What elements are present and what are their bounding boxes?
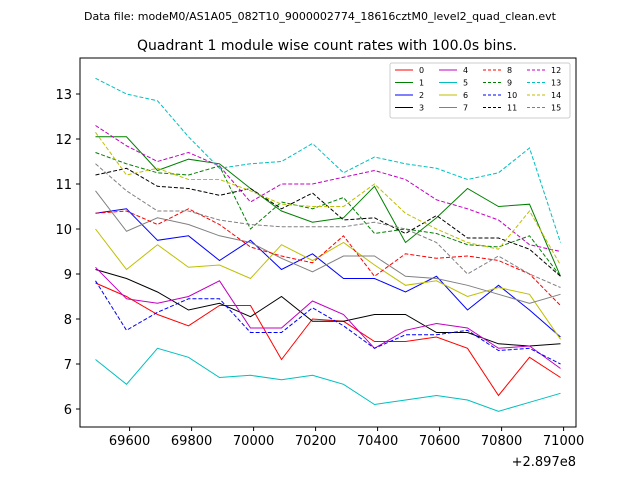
x-tick-label: 69800 [171,434,212,449]
legend-label-9: 9 [507,79,512,88]
series-line-12 [95,125,561,252]
legend-label-4: 4 [463,66,468,75]
x-tick-label: 71000 [543,434,584,449]
series-line-6 [95,228,561,340]
x-tick-label: 70200 [295,434,336,449]
y-tick-label: 12 [55,133,72,148]
x-offset-label: +2.897e8 [512,455,576,470]
y-tick-label: 7 [64,358,72,373]
series-line-14 [95,132,561,266]
x-tick-label: 69600 [109,434,150,449]
x-tick-label: 70400 [357,434,398,449]
axes-frame [79,57,577,428]
series-layer [95,77,561,412]
series-line-0 [95,282,561,397]
series-line-15 [95,163,561,288]
y-tick-label: 10 [55,223,72,238]
y-tick-label: 9 [64,268,72,283]
series-line-4 [95,266,561,369]
y-tick-label: 11 [55,178,72,193]
legend-label-15: 15 [551,104,561,113]
legend-label-13: 13 [551,79,561,88]
x-tick-label: 70000 [233,434,274,449]
series-line-1 [95,136,561,277]
legend-label-10: 10 [507,91,517,100]
legend-label-0: 0 [419,66,424,75]
x-tick-label: 70800 [481,434,522,449]
series-line-2 [95,208,561,338]
legend-label-1: 1 [419,79,424,88]
legend-label-7: 7 [463,104,468,113]
x-tick-label: 70600 [419,434,460,449]
series-line-9 [95,152,561,277]
legend-label-8: 8 [507,66,512,75]
suptitle: Data file: modeM0/AS1A05_082T10_90000027… [84,10,557,23]
series-line-10 [95,280,561,365]
legend-label-12: 12 [551,66,561,75]
y-tick-label: 6 [64,403,72,418]
legend-label-14: 14 [551,91,561,100]
series-line-7 [95,190,561,304]
x-ticks: 69600 69800 70000 70200 70400 70600 70800 71000 [109,427,584,449]
chart-title: Quadrant 1 module wise count rates with … [137,38,517,54]
legend-label-11: 11 [507,104,517,113]
y-tick-label: 8 [64,313,72,328]
series-line-13 [95,77,561,243]
legend-label-6: 6 [463,91,468,100]
series-line-5 [95,347,561,412]
y-tick-label: 13 [55,88,72,103]
y-ticks: 6 7 8 9 10 11 12 13 [55,88,80,418]
legend-box [389,62,571,119]
legend-label-5: 5 [463,79,468,88]
legend-label-2: 2 [419,91,424,100]
legend-label-3: 3 [419,104,424,113]
series-line-8 [95,208,561,306]
